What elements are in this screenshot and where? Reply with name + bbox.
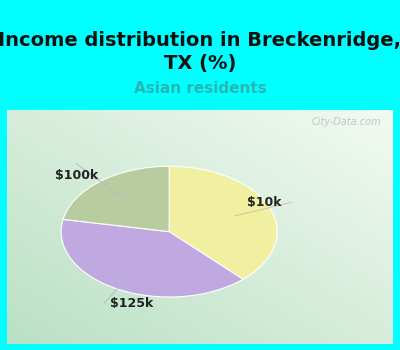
Wedge shape — [169, 166, 277, 279]
Text: City-Data.com: City-Data.com — [312, 117, 381, 127]
Text: $100k: $100k — [55, 169, 98, 182]
Text: Income distribution in Breckenridge,
TX (%): Income distribution in Breckenridge, TX … — [0, 31, 400, 74]
Text: $10k: $10k — [248, 196, 282, 209]
Text: Asian residents: Asian residents — [134, 81, 266, 96]
Wedge shape — [63, 166, 169, 232]
Text: $125k: $125k — [110, 297, 153, 310]
Wedge shape — [61, 219, 243, 297]
